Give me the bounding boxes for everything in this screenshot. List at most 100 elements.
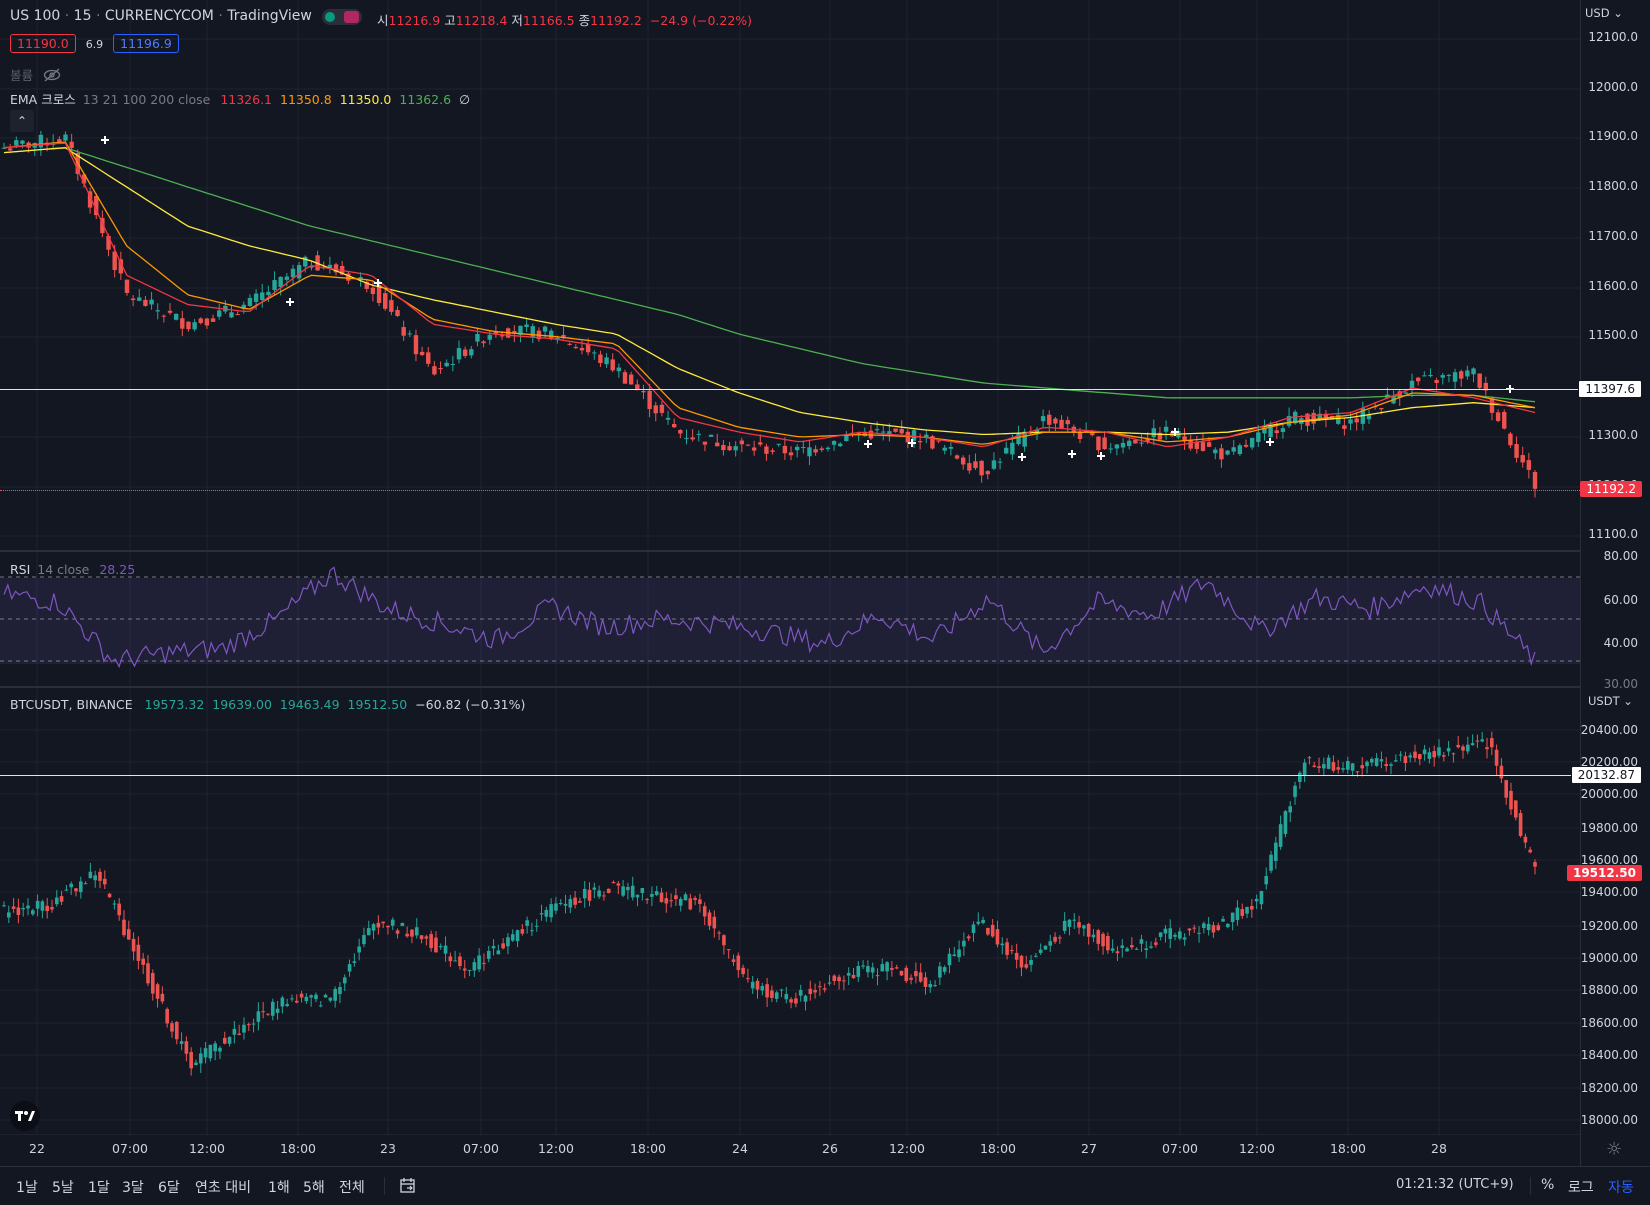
ema-name[interactable]: EMA 크로스 [10, 92, 76, 107]
currency-select[interactable]: USD ⌄ [1585, 6, 1623, 20]
us100-price-chart[interactable] [0, 0, 1580, 550]
btc-candle [525, 916, 529, 934]
candle [1342, 418, 1347, 436]
candle [63, 131, 68, 142]
btc-candle [654, 885, 659, 897]
range-button[interactable]: 3달 [122, 1180, 144, 1196]
btc-candle [1322, 757, 1326, 776]
btc-currency-select[interactable]: USDT ⌄ [1588, 694, 1633, 708]
btc-candle [1216, 922, 1221, 932]
candle [678, 429, 683, 439]
btc-candle [1389, 762, 1393, 775]
candle [395, 306, 400, 317]
btc-candle [923, 972, 928, 995]
candle [180, 310, 185, 337]
candle [960, 455, 966, 470]
candle [1366, 409, 1372, 424]
candle [284, 273, 290, 287]
collapse-legend-button[interactable]: ⌃ [10, 110, 34, 132]
btc-candle [674, 888, 678, 906]
range-button[interactable]: 전체 [339, 1180, 365, 1196]
candle [659, 401, 665, 417]
btc-candle [1038, 943, 1043, 956]
sell-button[interactable]: 11190.0 [10, 34, 76, 53]
candle [1256, 425, 1261, 447]
symbol-exchange: CURRENCYCOM [104, 8, 214, 24]
hidden-eye-icon[interactable] [43, 68, 61, 85]
range-button[interactable]: 1날 [16, 1180, 38, 1196]
candle [770, 448, 775, 455]
btc-candle [1451, 752, 1456, 763]
log-scale-button[interactable]: 로그 [1568, 1180, 1594, 1196]
candle [192, 319, 197, 332]
currency-label: USD [1585, 6, 1610, 20]
tradingview-logo-icon[interactable] [10, 1101, 40, 1131]
candle [370, 281, 376, 302]
candle [1323, 409, 1329, 428]
btc-candle [770, 985, 774, 1003]
trade-buttons: 11190.0 6.9 11196.9 [10, 34, 179, 53]
candle [1434, 377, 1439, 391]
candle [764, 443, 769, 461]
btc-candle [294, 994, 299, 1004]
btc-candle [165, 1007, 169, 1028]
btc-candle [962, 932, 966, 956]
btc-candle [990, 918, 995, 938]
symbol-legend: US 100 · 15 · CURRENCYCOM · TradingView [10, 8, 312, 24]
symbol-interval[interactable]: 15 [73, 8, 92, 24]
range-button[interactable]: 연초 대비 [195, 1180, 251, 1196]
btc-name[interactable]: BTCUSDT, BINANCE [10, 697, 133, 712]
btc-candle [1418, 753, 1422, 766]
range-button[interactable]: 1달 [88, 1180, 110, 1196]
candle [1, 142, 7, 149]
range-button[interactable]: 6달 [158, 1180, 180, 1196]
settings-gear-icon[interactable]: ☼ [1606, 1139, 1623, 1160]
btc-candle [1350, 763, 1355, 777]
rsi-name[interactable]: RSI [10, 562, 31, 577]
candle [1379, 407, 1384, 415]
btc-candle [1149, 941, 1153, 949]
candle [893, 428, 898, 433]
btc-candle [251, 1018, 256, 1033]
candle [1471, 367, 1476, 383]
go-to-date-icon[interactable] [398, 1176, 418, 1196]
rsi-legend: RSI 14 close 28.25 [10, 562, 135, 577]
candle [149, 291, 154, 310]
buy-button[interactable]: 11196.9 [113, 34, 179, 53]
percent-scale-button[interactable]: % [1541, 1177, 1555, 1193]
clock-label[interactable]: 01:21:32 (UTC+9) [1396, 1177, 1514, 1192]
range-button[interactable]: 1해 [268, 1180, 290, 1196]
range-button[interactable]: 5날 [52, 1180, 74, 1196]
range-button[interactable]: 5해 [303, 1180, 325, 1196]
btc-candle [1106, 932, 1110, 954]
candle [628, 371, 634, 385]
btc-price-chart[interactable] [0, 688, 1580, 1135]
btc-candle [2, 901, 6, 908]
btc-candle [856, 961, 861, 982]
btc-candle [472, 958, 477, 977]
btc-candle [414, 918, 419, 939]
market-status-toggle[interactable] [322, 9, 362, 25]
btc-candle [126, 920, 131, 940]
btc-candle [1312, 761, 1317, 768]
btc-candle [1288, 801, 1293, 822]
btc-candle [194, 1059, 198, 1066]
candle [143, 296, 148, 307]
btc-candle [1226, 923, 1230, 929]
toolbar-divider [384, 1177, 385, 1195]
candle [94, 193, 99, 219]
btc-candle [1120, 938, 1125, 958]
price-axis-label: 11800.0 [1588, 179, 1638, 193]
candle [973, 453, 978, 470]
candle [432, 361, 437, 376]
ohlc-change: −24.9 (−0.22%) [649, 13, 753, 28]
candle [530, 323, 535, 344]
btc-candle [808, 980, 813, 1001]
candle [155, 303, 160, 320]
symbol-name[interactable]: US 100 [10, 8, 61, 24]
btc-candle [16, 898, 21, 924]
candle [81, 172, 87, 188]
rsi-chart[interactable] [0, 552, 1580, 686]
btc-candle [1158, 932, 1163, 941]
auto-scale-button[interactable]: 자동 [1608, 1180, 1634, 1196]
